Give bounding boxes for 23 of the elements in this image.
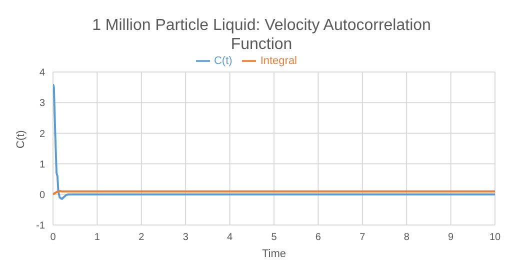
x-tick-label: 8 <box>404 232 410 244</box>
y-tick-label: 1 <box>39 159 46 170</box>
x-tick-label: 2 <box>138 232 145 244</box>
x-tick-label: 9 <box>448 232 454 244</box>
x-tick-label: 5 <box>271 232 278 244</box>
y-tick-label: 4 <box>39 68 46 79</box>
legend-label: Integral <box>260 54 298 67</box>
x-tick-label: 1 <box>94 232 100 244</box>
x-axis-title: Time <box>262 248 286 260</box>
legend-label: C(t) <box>214 54 232 67</box>
x-tick-label: 7 <box>360 232 366 244</box>
y-tick-label: 3 <box>39 98 46 110</box>
y-tick-label: 2 <box>39 128 46 140</box>
y-tick-label: -1 <box>36 220 46 232</box>
y-tick-label: 0 <box>39 190 46 201</box>
x-tick-label: 3 <box>182 232 189 244</box>
x-tick-label: 6 <box>315 232 322 244</box>
x-tick-label: 4 <box>227 232 234 244</box>
x-tick-label: 10 <box>489 232 501 244</box>
chart-title: 1 Million Particle Liquid: Velocity Autocorrelation Function <box>91 16 432 54</box>
y-axis-title: C(t) <box>14 130 27 148</box>
x-tick-label: 0 <box>50 232 56 244</box>
line-series <box>53 83 495 200</box>
